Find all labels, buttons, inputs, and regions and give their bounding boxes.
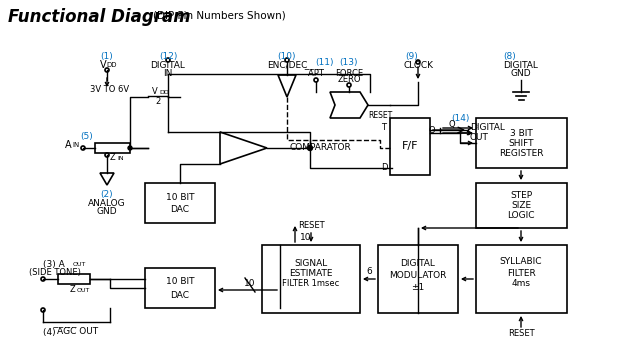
Bar <box>145 183 215 223</box>
Text: IN: IN <box>117 155 124 161</box>
Circle shape <box>308 145 313 151</box>
Text: MODULATOR: MODULATOR <box>389 271 447 280</box>
Text: Z: Z <box>110 154 116 163</box>
Text: (3) A: (3) A <box>43 260 65 270</box>
Text: DIGITAL: DIGITAL <box>504 60 539 70</box>
Text: RESET: RESET <box>508 330 534 339</box>
Text: (SIDE TONE): (SIDE TONE) <box>29 269 81 277</box>
Text: LOGIC: LOGIC <box>507 212 535 221</box>
Text: (13): (13) <box>339 59 358 68</box>
Text: V: V <box>152 87 158 96</box>
Text: (8): (8) <box>504 51 517 60</box>
Bar <box>262 245 360 313</box>
Text: DD: DD <box>106 62 117 68</box>
Text: OUT: OUT <box>77 287 90 293</box>
Text: SIZE: SIZE <box>511 201 531 211</box>
Text: 10: 10 <box>300 233 311 241</box>
Text: GND: GND <box>510 69 531 78</box>
Text: RESET: RESET <box>368 110 392 119</box>
Text: FILTER: FILTER <box>507 269 535 277</box>
Circle shape <box>105 153 109 157</box>
Text: REGISTER: REGISTER <box>499 149 544 157</box>
Text: A: A <box>65 140 72 150</box>
Text: (1): (1) <box>100 51 114 60</box>
Circle shape <box>347 83 351 87</box>
Text: (DIP Pin Numbers Shown): (DIP Pin Numbers Shown) <box>153 10 286 20</box>
Text: (4): (4) <box>43 328 59 336</box>
Text: 10 BIT: 10 BIT <box>166 192 194 201</box>
Text: OUT: OUT <box>73 262 86 268</box>
Text: ZERO: ZERO <box>337 75 361 84</box>
Text: 10 BIT: 10 BIT <box>166 277 194 286</box>
Text: SYLLABIC: SYLLABIC <box>500 258 542 267</box>
Text: (11): (11) <box>316 59 334 68</box>
Text: DIGITAL: DIGITAL <box>401 259 436 268</box>
Text: ESTIMATE: ESTIMATE <box>290 269 333 277</box>
Text: (5): (5) <box>80 131 94 141</box>
Circle shape <box>285 58 289 62</box>
Text: CLOCK: CLOCK <box>403 60 433 70</box>
Text: F/F: F/F <box>402 141 418 151</box>
Text: FILTER 1msec: FILTER 1msec <box>283 279 339 287</box>
Text: Q: Q <box>429 126 436 134</box>
Text: GND: GND <box>97 208 117 216</box>
Text: OUT: OUT <box>470 132 489 142</box>
Text: 6: 6 <box>366 268 372 276</box>
Text: SHIFT: SHIFT <box>509 139 534 147</box>
Text: 4ms: 4ms <box>512 279 530 287</box>
Circle shape <box>166 58 170 62</box>
Text: (14): (14) <box>451 114 469 122</box>
Text: DD: DD <box>159 90 168 95</box>
Bar <box>58 274 90 284</box>
Bar <box>476 118 567 168</box>
Text: 10: 10 <box>244 280 256 288</box>
Text: 3V TO 6V: 3V TO 6V <box>90 85 129 95</box>
Bar <box>476 245 567 313</box>
Text: SIGNAL: SIGNAL <box>295 259 328 268</box>
Text: ±1: ±1 <box>411 283 424 292</box>
Text: T: T <box>381 123 386 132</box>
Circle shape <box>41 308 45 312</box>
Text: ̅A̅P̅T̅: ̅A̅P̅T̅ <box>308 69 324 78</box>
Text: 3 BIT: 3 BIT <box>510 129 532 138</box>
Text: D: D <box>381 163 388 172</box>
Text: DAC: DAC <box>170 205 190 214</box>
Text: COMPARATOR: COMPARATOR <box>290 143 352 153</box>
Text: Q: Q <box>449 120 456 130</box>
Text: IN: IN <box>163 69 173 78</box>
Text: (10): (10) <box>278 51 296 60</box>
Polygon shape <box>220 132 267 164</box>
Text: STEP: STEP <box>510 191 532 201</box>
Text: Z: Z <box>69 285 75 295</box>
Text: 2: 2 <box>155 96 160 106</box>
Text: (9): (9) <box>406 51 418 60</box>
Bar <box>145 268 215 308</box>
Text: (2): (2) <box>100 190 114 200</box>
Text: FORCE: FORCE <box>335 69 363 78</box>
Polygon shape <box>330 92 368 118</box>
Text: IN: IN <box>72 142 79 148</box>
Bar <box>390 118 430 175</box>
Circle shape <box>314 78 318 82</box>
Bar <box>378 245 458 313</box>
Text: ̅A̅G̅C̅ OUT: ̅A̅G̅C̅ OUT <box>58 328 99 336</box>
Circle shape <box>81 146 85 150</box>
Text: DAC: DAC <box>170 291 190 299</box>
Circle shape <box>416 60 420 64</box>
Text: V: V <box>100 60 107 70</box>
Text: RESET: RESET <box>298 222 324 230</box>
Text: DIGITAL: DIGITAL <box>470 123 505 132</box>
Text: (12): (12) <box>159 51 177 60</box>
Polygon shape <box>278 75 296 97</box>
Text: ENC/DEC: ENC/DEC <box>267 60 307 70</box>
Bar <box>95 143 130 153</box>
Text: Functional Diagram: Functional Diagram <box>8 8 190 26</box>
Circle shape <box>128 146 132 150</box>
Text: ANALOG: ANALOG <box>88 200 126 209</box>
Polygon shape <box>100 173 114 185</box>
Bar <box>476 183 567 228</box>
Circle shape <box>105 68 109 72</box>
Circle shape <box>41 277 45 281</box>
Text: DIGITAL: DIGITAL <box>150 60 185 70</box>
